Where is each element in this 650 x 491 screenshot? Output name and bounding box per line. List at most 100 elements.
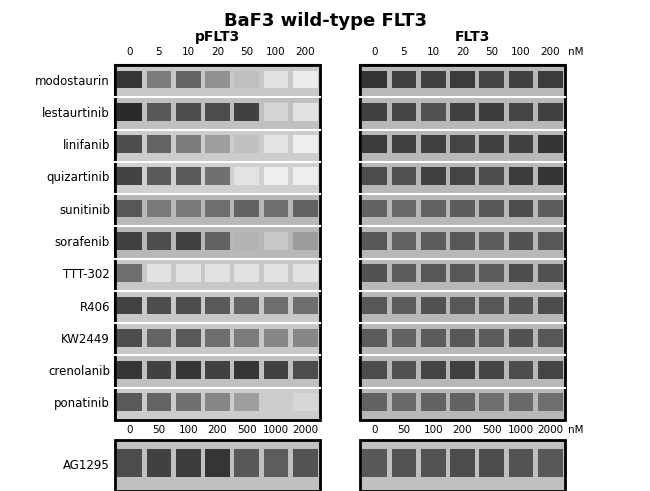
Bar: [205, 167, 230, 185]
Bar: [264, 200, 289, 218]
Bar: [115, 440, 320, 491]
Text: KW2449: KW2449: [61, 333, 110, 346]
Bar: [264, 71, 289, 88]
Bar: [450, 103, 474, 121]
Bar: [362, 329, 387, 347]
Bar: [115, 65, 320, 420]
Bar: [421, 361, 445, 379]
Bar: [480, 361, 504, 379]
Bar: [293, 200, 318, 218]
Bar: [264, 297, 289, 314]
Bar: [450, 232, 474, 250]
Text: nM: nM: [568, 425, 584, 435]
Bar: [118, 167, 142, 185]
Bar: [147, 393, 171, 411]
Bar: [176, 200, 200, 218]
Bar: [538, 135, 563, 153]
Bar: [118, 329, 142, 347]
Bar: [450, 200, 474, 218]
Bar: [235, 71, 259, 88]
Bar: [147, 329, 171, 347]
Bar: [360, 389, 565, 420]
Bar: [205, 297, 230, 314]
Bar: [509, 103, 534, 121]
Bar: [118, 71, 142, 88]
Bar: [176, 329, 200, 347]
Bar: [509, 264, 534, 282]
Text: R406: R406: [79, 300, 110, 314]
Bar: [205, 329, 230, 347]
Bar: [293, 264, 318, 282]
Bar: [235, 135, 259, 153]
Bar: [293, 135, 318, 153]
Bar: [360, 98, 565, 130]
Bar: [509, 200, 534, 218]
Bar: [392, 167, 416, 185]
Bar: [538, 297, 563, 314]
Text: 5: 5: [400, 47, 408, 57]
Text: 10: 10: [181, 47, 195, 57]
Bar: [360, 440, 565, 491]
Bar: [360, 292, 565, 323]
Bar: [362, 449, 387, 477]
Text: quizartinib: quizartinib: [47, 171, 110, 185]
Bar: [115, 65, 320, 420]
Bar: [205, 393, 230, 411]
Bar: [147, 449, 171, 477]
Bar: [421, 103, 445, 121]
Bar: [264, 135, 289, 153]
Bar: [264, 167, 289, 185]
Bar: [421, 71, 445, 88]
Bar: [118, 361, 142, 379]
Bar: [392, 200, 416, 218]
Text: 100: 100: [266, 47, 286, 57]
Text: pFLT3: pFLT3: [195, 30, 240, 44]
Bar: [293, 71, 318, 88]
Bar: [115, 389, 320, 420]
Bar: [147, 264, 171, 282]
Bar: [360, 356, 565, 388]
Bar: [235, 167, 259, 185]
Text: ponatinib: ponatinib: [54, 397, 110, 410]
Bar: [205, 232, 230, 250]
Text: BaF3 wild-type FLT3: BaF3 wild-type FLT3: [224, 12, 426, 30]
Bar: [480, 329, 504, 347]
Bar: [147, 103, 171, 121]
Bar: [205, 200, 230, 218]
Text: AG1295: AG1295: [63, 459, 110, 472]
Bar: [480, 232, 504, 250]
Bar: [538, 167, 563, 185]
Bar: [205, 361, 230, 379]
Bar: [509, 232, 534, 250]
Bar: [480, 103, 504, 121]
Bar: [360, 324, 565, 355]
Bar: [362, 264, 387, 282]
Bar: [362, 167, 387, 185]
Bar: [360, 65, 565, 420]
Bar: [480, 264, 504, 282]
Bar: [538, 329, 563, 347]
Bar: [509, 71, 534, 88]
Bar: [264, 393, 289, 411]
Bar: [362, 71, 387, 88]
Bar: [538, 264, 563, 282]
Bar: [509, 449, 534, 477]
Bar: [115, 324, 320, 355]
Bar: [235, 329, 259, 347]
Bar: [362, 135, 387, 153]
Bar: [480, 449, 504, 477]
Bar: [147, 200, 171, 218]
Bar: [176, 393, 200, 411]
Bar: [538, 393, 563, 411]
Text: 50: 50: [152, 425, 166, 435]
Bar: [264, 361, 289, 379]
Text: 0: 0: [371, 425, 378, 435]
Text: modostaurin: modostaurin: [35, 75, 110, 87]
Bar: [293, 361, 318, 379]
Bar: [509, 361, 534, 379]
Bar: [480, 71, 504, 88]
Bar: [176, 232, 200, 250]
Bar: [392, 449, 416, 477]
Text: 0: 0: [126, 425, 133, 435]
Text: FLT3: FLT3: [455, 30, 490, 44]
